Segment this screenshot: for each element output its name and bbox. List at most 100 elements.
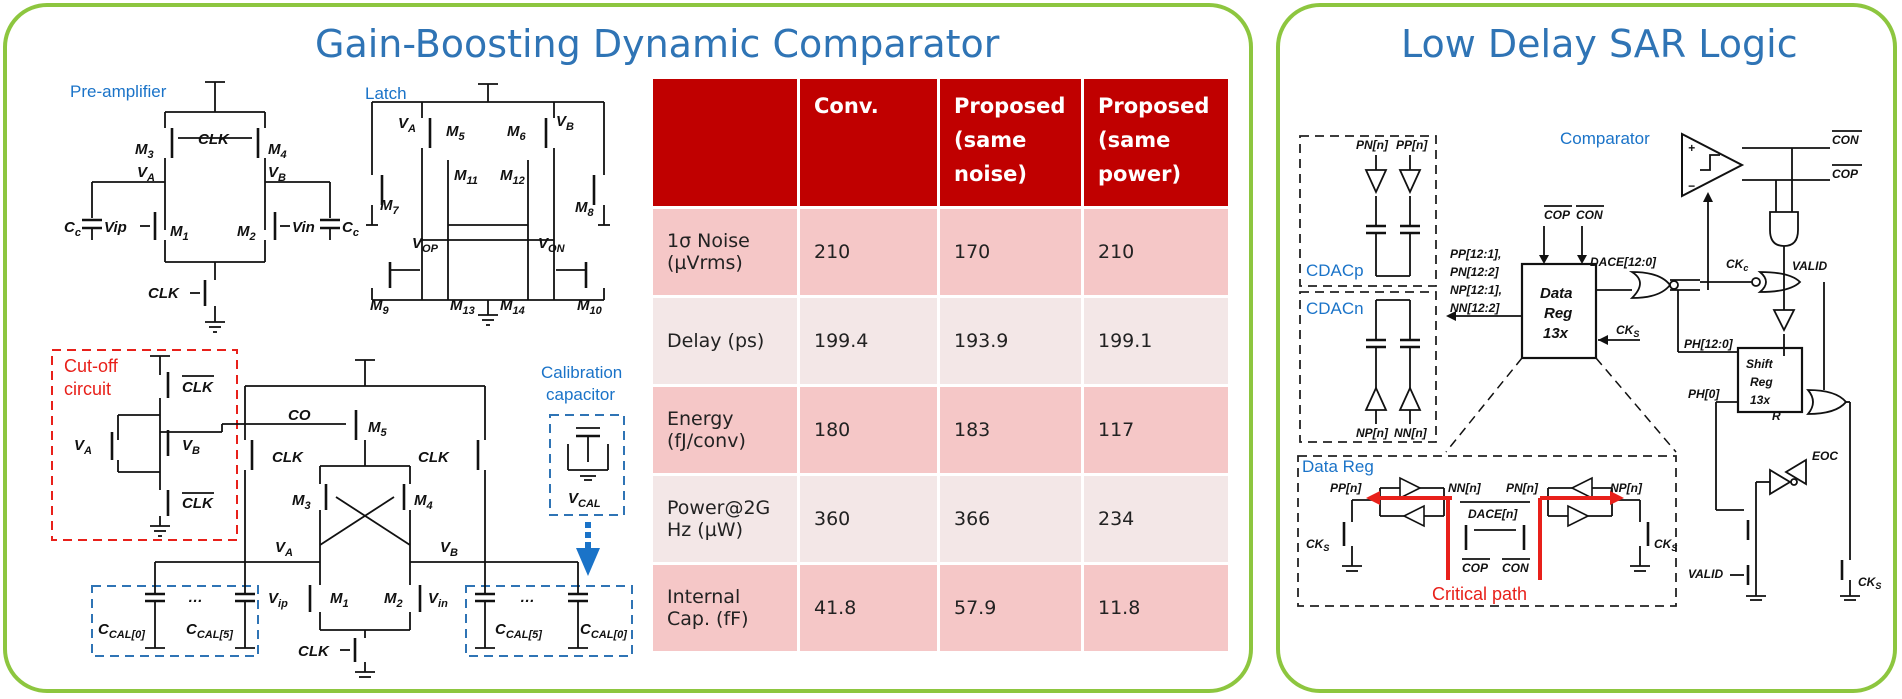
svg-text:NN[12:2]: NN[12:2] (1450, 301, 1500, 315)
table-metric: Energy (fJ/conv) (650, 384, 800, 476)
calibration-label-line2: capacitor (546, 385, 615, 404)
svg-text:PH[0]: PH[0] (1688, 387, 1720, 401)
cdac-n-label: CDACn (1306, 299, 1364, 318)
table-cell: 41.8 (797, 562, 940, 654)
comparator-panel-title: Gain-Boosting Dynamic Comparator (315, 22, 1000, 66)
main-comparator: CO M5 CLK CLK M3 M4 VA VB Vip M1 M2 Vin … (91, 359, 633, 678)
svg-text:CLK: CLK (418, 449, 450, 466)
svg-text:DACE[12:0]: DACE[12:0] (1590, 255, 1657, 269)
svg-text:VON: VON (538, 235, 566, 255)
table-header-same-noise: Proposed (same noise) (937, 76, 1084, 209)
table-metric: Power@2G Hz (µW) (650, 473, 800, 565)
table-cell: 360 (797, 473, 940, 565)
svg-text:CLK: CLK (198, 131, 230, 148)
cdac-p-label: CDACp (1306, 261, 1364, 280)
calibration-label-line1: Calibration (541, 363, 622, 382)
svg-text:M3: M3 (135, 141, 154, 161)
svg-text:PH[12:0]: PH[12:0] (1684, 337, 1734, 351)
svg-text:…: … (520, 589, 535, 606)
table-metric: 1σ Noise (µVrms) (650, 206, 800, 298)
svg-text:CKS: CKS (1616, 323, 1639, 339)
svg-text:Vin: Vin (428, 590, 448, 610)
svg-text:R: R (1772, 409, 1781, 423)
sar-logic-schematic: PN[n] PP[n] CDACp CDACn NP[n] NN[n] Data R… (1297, 129, 1881, 607)
svg-text:M4: M4 (268, 141, 287, 161)
svg-text:CKS: CKS (1858, 575, 1881, 591)
svg-text:CON: CON (1576, 208, 1603, 222)
table-metric: Internal Cap. (fF) (650, 562, 800, 654)
table-cell: 170 (937, 206, 1084, 298)
table-row: Delay (ps) 199.4 193.9 199.1 (650, 295, 1231, 387)
svg-text:CLK: CLK (272, 449, 304, 466)
table-header-corner (650, 76, 800, 209)
table-cell: 180 (797, 384, 940, 476)
table-cell: 57.9 (937, 562, 1084, 654)
svg-text:VB: VB (268, 164, 286, 184)
svg-text:M6: M6 (507, 123, 527, 143)
svg-text:Cc: Cc (64, 219, 81, 239)
svg-text:NN[n]: NN[n] (1448, 481, 1482, 495)
svg-text:CLK: CLK (148, 285, 180, 302)
svg-text:PN[12:2]: PN[12:2] (1450, 265, 1500, 279)
svg-text:CKc: CKc (1726, 257, 1748, 273)
table-header-same-power: Proposed (same power) (1081, 76, 1231, 209)
svg-text:M5: M5 (368, 419, 388, 439)
svg-text:…: … (188, 589, 203, 606)
svg-text:VALID: VALID (1688, 567, 1723, 581)
svg-text:PP[n]: PP[n] (1396, 138, 1428, 152)
calibration-capacitor: Calibration capacitor VCAL (541, 363, 625, 576)
svg-text:M3: M3 (292, 492, 311, 512)
svg-text:M7: M7 (380, 197, 400, 217)
table-header-conv: Conv. (797, 76, 940, 209)
data-reg-detail-label: Data Reg (1302, 457, 1374, 476)
svg-text:EOC: EOC (1812, 449, 1838, 463)
pre-amplifier-schematic: Pre-amplifier M3 CLK M4 VA VB Cc Vip M1 … (64, 81, 359, 333)
svg-text:PN[n]: PN[n] (1356, 138, 1389, 152)
svg-text:Vin: Vin (292, 219, 315, 236)
svg-text:PN[n]: PN[n] (1506, 481, 1539, 495)
svg-text:VCAL: VCAL (568, 490, 601, 510)
svg-text:DACE[n]: DACE[n] (1468, 507, 1518, 521)
table-row: Internal Cap. (fF) 41.8 57.9 11.8 (650, 562, 1231, 654)
table-cell: 183 (937, 384, 1084, 476)
svg-text:Cc: Cc (342, 219, 359, 239)
table-cell: 117 (1081, 384, 1231, 476)
svg-text:Vip: Vip (104, 219, 127, 236)
table-metric: Delay (ps) (650, 295, 800, 387)
svg-text:CCAL[0]: CCAL[0] (98, 621, 145, 641)
data-reg-block-label: Data (1540, 285, 1573, 302)
svg-text:CKS: CKS (1306, 537, 1329, 553)
svg-text:CCAL[0]: CCAL[0] (580, 621, 627, 641)
svg-text:NP[n]: NP[n] (1610, 481, 1643, 495)
svg-text:Vip: Vip (268, 590, 288, 610)
svg-text:13x: 13x (1543, 325, 1569, 342)
svg-text:Reg: Reg (1544, 305, 1572, 322)
table-cell: 234 (1081, 473, 1231, 565)
cutoff-label-line1: Cut-off (64, 356, 119, 376)
comparator-label: Comparator (1560, 129, 1650, 148)
svg-text:CKS: CKS (1654, 537, 1677, 553)
svg-text:M11: M11 (454, 167, 478, 187)
cutoff-circuit: Cut-off circuit CLK VA VB CLK (51, 349, 238, 541)
svg-text:CLK: CLK (298, 643, 330, 660)
svg-text:VB: VB (440, 539, 458, 559)
svg-text:M1: M1 (170, 223, 189, 243)
svg-text:M12: M12 (500, 167, 525, 187)
svg-text:CCAL[5]: CCAL[5] (495, 621, 542, 641)
svg-text:NP[n]: NP[n] (1356, 426, 1389, 440)
pre-amplifier-label: Pre-amplifier (70, 82, 167, 101)
svg-text:+: + (1688, 141, 1695, 155)
svg-text:M4: M4 (414, 492, 433, 512)
svg-text:COP: COP (1462, 561, 1489, 575)
svg-text:CCAL[5]: CCAL[5] (186, 621, 233, 641)
svg-text:Reg: Reg (1750, 375, 1773, 389)
table-row: Energy (fJ/conv) 180 183 117 (650, 384, 1231, 476)
table-cell: 210 (797, 206, 940, 298)
svg-text:VB: VB (182, 437, 200, 457)
critical-path-label: Critical path (1432, 584, 1527, 604)
svg-text:VA: VA (398, 115, 416, 135)
svg-text:NN[n]: NN[n] (1394, 426, 1428, 440)
latch-label: Latch (365, 84, 407, 103)
svg-text:CLK: CLK (182, 495, 214, 512)
